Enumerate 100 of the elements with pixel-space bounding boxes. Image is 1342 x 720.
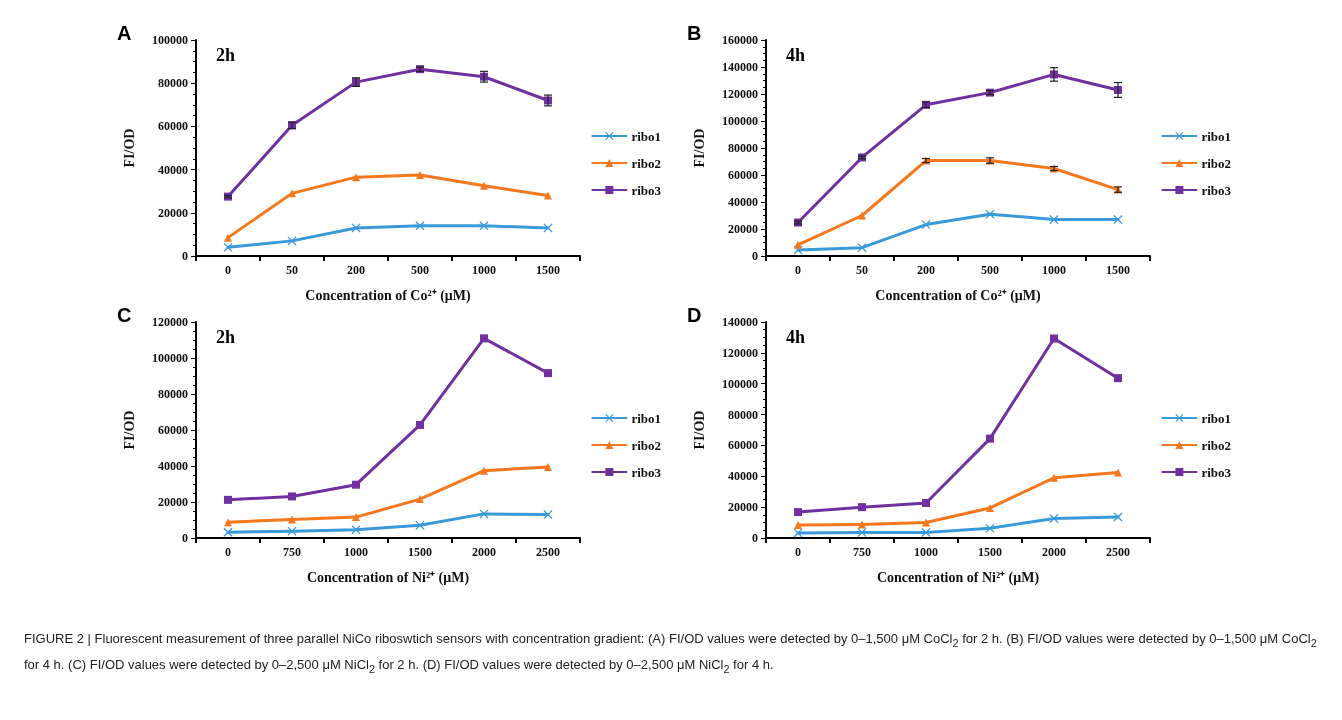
x-axis-title: Concentration of Co²⁺ (μM) xyxy=(305,287,471,304)
point xyxy=(985,523,995,533)
x-tick-label: 1500 xyxy=(408,545,432,559)
legend-label: ribo3 xyxy=(631,464,662,480)
legend-label: ribo2 xyxy=(631,155,662,171)
legend-label: ribo3 xyxy=(631,182,662,198)
point xyxy=(858,520,866,529)
x-tick-label: 0 xyxy=(795,545,801,559)
y-axis-title: FI/OD xyxy=(121,128,137,168)
y-tick-label: 0 xyxy=(752,249,758,263)
annotation: 4h xyxy=(786,45,806,65)
point xyxy=(1050,334,1058,343)
x-tick-label: 1500 xyxy=(536,263,560,277)
x-tick-label: 50 xyxy=(286,263,298,277)
x-tick-label: 1000 xyxy=(472,263,496,277)
legend-label: ribo3 xyxy=(1201,464,1232,480)
y-axis-title: FI/OD xyxy=(691,128,707,168)
y-tick-label: 100000 xyxy=(722,114,758,128)
point xyxy=(794,508,802,517)
legend-label: ribo1 xyxy=(631,410,662,426)
chart-title: D xyxy=(687,304,702,326)
point xyxy=(480,181,488,190)
y-tick-label: 60000 xyxy=(728,168,758,182)
point xyxy=(224,233,232,242)
legend-label: ribo2 xyxy=(1201,155,1232,171)
point xyxy=(544,369,552,378)
y-tick-label: 80000 xyxy=(728,141,758,155)
point xyxy=(858,503,866,512)
y-tick-label: 100000 xyxy=(152,33,188,47)
point xyxy=(288,515,296,524)
point xyxy=(921,220,931,230)
point xyxy=(224,518,232,527)
annotation: 4h xyxy=(786,327,806,347)
legend-label: ribo1 xyxy=(1201,128,1232,144)
point xyxy=(287,526,297,536)
x-tick-label: 2500 xyxy=(1106,545,1130,559)
y-tick-label: 20000 xyxy=(158,205,188,220)
point xyxy=(223,242,233,252)
y-tick-label: 0 xyxy=(182,531,188,545)
x-tick-label: 1000 xyxy=(344,545,368,559)
annotation: 2h xyxy=(216,45,236,65)
point xyxy=(1049,215,1059,225)
point xyxy=(921,527,931,537)
x-tick-label: 0 xyxy=(795,263,801,277)
y-tick-label: 20000 xyxy=(158,495,188,509)
y-tick-label: 40000 xyxy=(158,459,188,473)
point xyxy=(986,434,994,443)
y-axis-title: FI/OD xyxy=(121,410,137,450)
point xyxy=(794,521,802,530)
x-tick-label: 750 xyxy=(283,545,301,559)
y-tick-label: 80000 xyxy=(158,387,188,401)
x-tick-label: 750 xyxy=(853,545,871,559)
x-tick-label: 1500 xyxy=(978,545,1002,559)
point xyxy=(479,221,489,231)
y-tick-label: 40000 xyxy=(158,162,188,177)
y-tick-label: 80000 xyxy=(158,76,188,91)
x-axis-title: Concentration of Ni²⁺ (μM) xyxy=(876,569,1040,586)
point xyxy=(352,173,360,182)
x-tick-label: 1500 xyxy=(1106,263,1130,277)
y-tick-label: 100000 xyxy=(722,376,758,391)
y-tick-label: 160000 xyxy=(722,33,758,47)
chart-title: A xyxy=(117,22,132,44)
y-tick-label: 60000 xyxy=(728,438,758,453)
point xyxy=(352,513,360,522)
x-tick-label: 1000 xyxy=(914,545,938,559)
point xyxy=(352,480,360,489)
x-tick-label: 500 xyxy=(411,263,429,277)
point xyxy=(416,420,424,429)
point xyxy=(985,209,995,219)
legend-label: ribo1 xyxy=(1201,410,1232,426)
legend-label: ribo2 xyxy=(631,437,662,453)
chart-title: C xyxy=(117,304,132,326)
point xyxy=(544,462,552,471)
y-tick-label: 120000 xyxy=(722,87,758,101)
y-tick-label: 80000 xyxy=(728,407,758,422)
point xyxy=(288,492,296,501)
point xyxy=(1113,215,1123,225)
x-tick-label: 0 xyxy=(225,263,231,277)
point xyxy=(543,510,553,520)
y-tick-label: 20000 xyxy=(728,500,758,515)
x-tick-label: 200 xyxy=(917,263,935,277)
point xyxy=(479,509,489,519)
y-tick-label: 0 xyxy=(752,531,758,545)
point xyxy=(922,498,930,507)
point xyxy=(287,236,297,246)
point xyxy=(1050,473,1058,482)
point xyxy=(415,520,425,530)
x-tick-label: 0 xyxy=(225,545,231,559)
y-tick-label: 120000 xyxy=(722,345,758,360)
y-tick-label: 20000 xyxy=(728,222,758,236)
y-tick-label: 0 xyxy=(182,249,188,263)
x-tick-label: 2500 xyxy=(536,545,560,559)
y-tick-label: 40000 xyxy=(728,469,758,484)
point xyxy=(480,334,488,343)
y-tick-label: 40000 xyxy=(728,195,758,209)
point xyxy=(223,527,233,537)
point xyxy=(922,518,930,527)
x-tick-label: 500 xyxy=(981,263,999,277)
y-tick-label: 140000 xyxy=(722,60,758,74)
y-tick-label: 120000 xyxy=(152,315,188,329)
